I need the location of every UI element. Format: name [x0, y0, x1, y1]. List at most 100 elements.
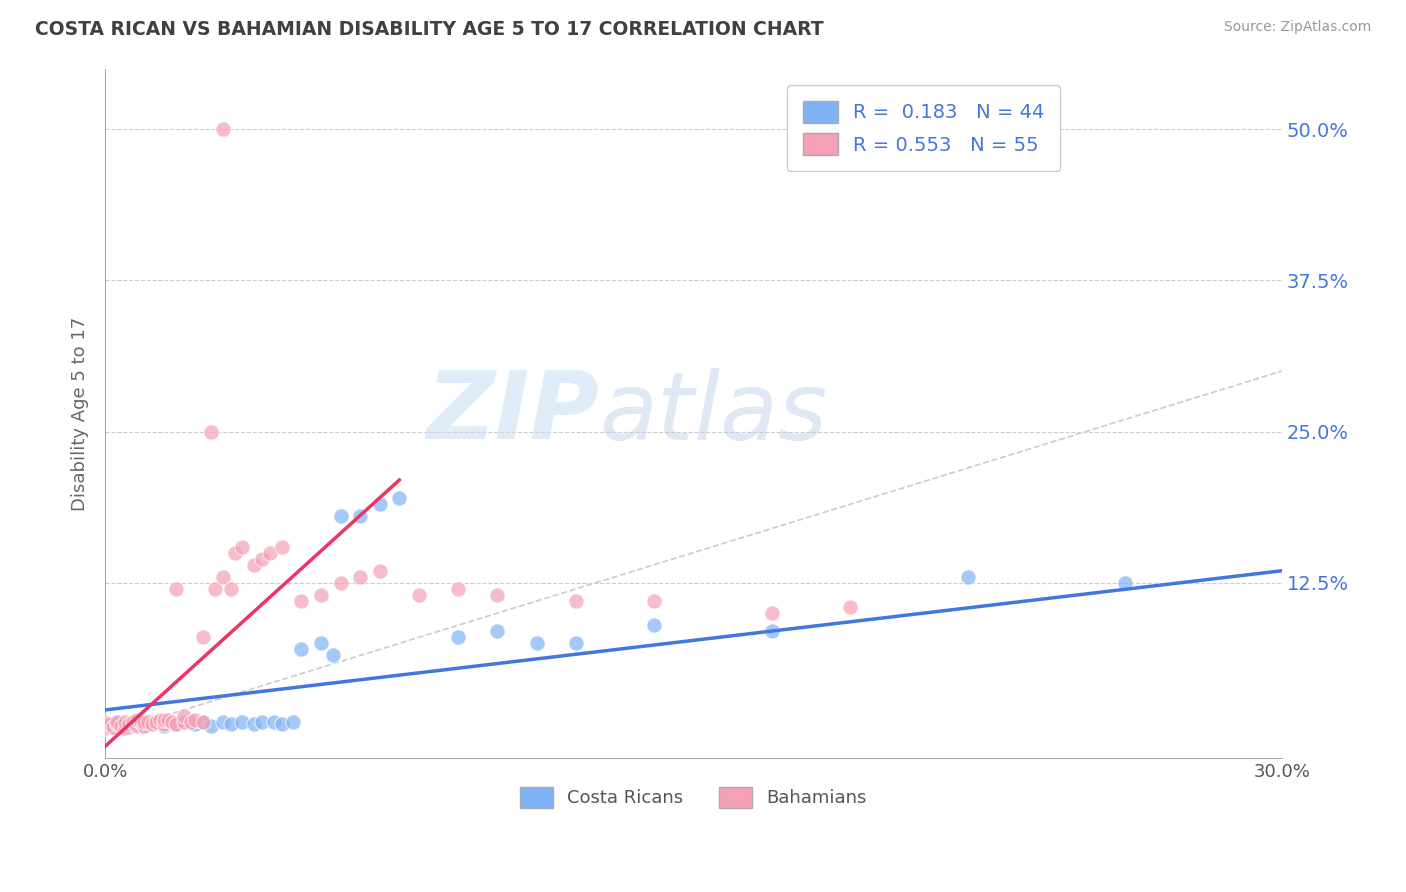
Point — [447, 582, 470, 596]
Point — [153, 717, 176, 731]
Point — [121, 714, 143, 729]
Point — [94, 721, 117, 735]
Point — [125, 719, 148, 733]
Point — [153, 713, 176, 727]
Point — [263, 714, 285, 729]
Point — [1114, 575, 1136, 590]
Y-axis label: Disability Age 5 to 17: Disability Age 5 to 17 — [72, 317, 89, 510]
Text: Source: ZipAtlas.com: Source: ZipAtlas.com — [1223, 20, 1371, 34]
Point — [125, 717, 148, 731]
Point — [173, 714, 195, 729]
Point — [160, 714, 183, 729]
Point — [180, 716, 202, 731]
Point — [193, 714, 215, 729]
Point — [486, 624, 509, 639]
Point — [329, 509, 352, 524]
Point — [110, 719, 132, 733]
Point — [105, 717, 128, 731]
Point — [309, 588, 332, 602]
Legend: Costa Ricans, Bahamians: Costa Ricans, Bahamians — [513, 780, 875, 815]
Point — [349, 509, 371, 524]
Point — [565, 594, 588, 608]
Point — [486, 588, 509, 602]
Point — [329, 575, 352, 590]
Point — [368, 497, 391, 511]
Point — [250, 714, 273, 729]
Point — [94, 719, 117, 733]
Point — [94, 721, 117, 735]
Point — [243, 717, 266, 731]
Point — [447, 630, 470, 644]
Point — [105, 714, 128, 729]
Point — [134, 719, 156, 733]
Point — [134, 719, 156, 733]
Point — [219, 717, 242, 731]
Point — [165, 717, 187, 731]
Point — [145, 714, 167, 729]
Text: COSTA RICAN VS BAHAMIAN DISABILITY AGE 5 TO 17 CORRELATION CHART: COSTA RICAN VS BAHAMIAN DISABILITY AGE 5… — [35, 20, 824, 38]
Point — [153, 719, 176, 733]
Point — [98, 717, 121, 731]
Point — [141, 717, 163, 731]
Point — [349, 570, 371, 584]
Point — [243, 558, 266, 572]
Point — [761, 606, 783, 620]
Point — [121, 714, 143, 729]
Point — [368, 564, 391, 578]
Point — [270, 717, 292, 731]
Point — [94, 717, 117, 731]
Point — [114, 714, 136, 729]
Point — [105, 714, 128, 729]
Point — [204, 582, 226, 596]
Point — [231, 714, 253, 729]
Point — [290, 642, 312, 657]
Point — [156, 713, 179, 727]
Point — [114, 721, 136, 735]
Point — [259, 546, 281, 560]
Point — [839, 600, 862, 615]
Point — [224, 546, 246, 560]
Point — [761, 624, 783, 639]
Point — [212, 570, 235, 584]
Point — [110, 719, 132, 733]
Point — [565, 636, 588, 650]
Point — [141, 717, 163, 731]
Point — [200, 425, 222, 439]
Point — [145, 714, 167, 729]
Point — [322, 648, 344, 663]
Point — [101, 720, 124, 734]
Point — [643, 594, 665, 608]
Point — [118, 720, 141, 734]
Point — [388, 491, 411, 505]
Point — [101, 720, 124, 734]
Point — [153, 713, 176, 727]
Point — [408, 588, 430, 602]
Point — [138, 714, 160, 729]
Point — [643, 618, 665, 632]
Point — [94, 714, 117, 729]
Point — [129, 714, 152, 729]
Point — [173, 714, 195, 729]
Point — [250, 551, 273, 566]
Point — [212, 122, 235, 136]
Point — [957, 570, 980, 584]
Point — [114, 717, 136, 731]
Point — [118, 717, 141, 731]
Point — [200, 719, 222, 733]
Point — [270, 540, 292, 554]
Point — [173, 709, 195, 723]
Point — [149, 713, 172, 727]
Point — [165, 717, 187, 731]
Point — [193, 630, 215, 644]
Point — [184, 713, 207, 727]
Point — [125, 713, 148, 727]
Point — [134, 714, 156, 729]
Point — [193, 714, 215, 729]
Point — [165, 582, 187, 596]
Point — [219, 582, 242, 596]
Point — [526, 636, 548, 650]
Text: ZIP: ZIP — [426, 368, 599, 459]
Point — [283, 714, 305, 729]
Point — [180, 714, 202, 729]
Point — [134, 714, 156, 729]
